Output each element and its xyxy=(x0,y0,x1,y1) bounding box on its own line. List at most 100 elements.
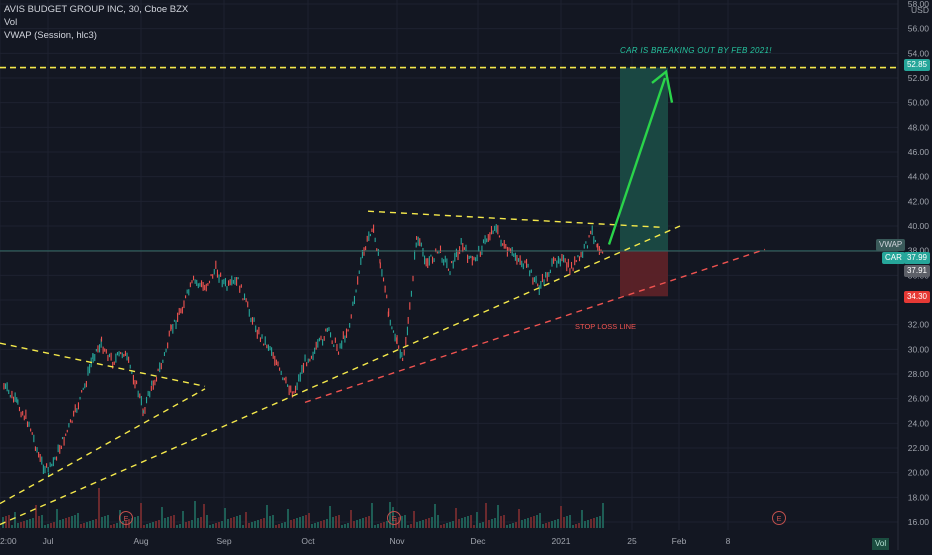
volume-bar xyxy=(245,512,247,528)
price-candle xyxy=(330,332,332,338)
volume-bar xyxy=(395,518,397,528)
price-candle xyxy=(202,281,204,291)
price-candle xyxy=(89,364,91,374)
earnings-marker-label: E xyxy=(123,514,128,523)
price-candle xyxy=(487,234,489,242)
price-candle xyxy=(61,436,64,440)
price-candle xyxy=(407,316,409,324)
price-candle xyxy=(155,376,158,382)
price-candle xyxy=(368,231,370,241)
price-candle xyxy=(263,343,265,346)
price-candle xyxy=(52,457,54,467)
volume-bar xyxy=(257,520,259,528)
volume-bar xyxy=(185,522,187,528)
volume-bar xyxy=(194,501,196,528)
price-candle xyxy=(394,333,396,342)
volume-indicator-label[interactable]: Vol xyxy=(4,17,18,28)
volume-bar xyxy=(35,505,37,528)
price-candle xyxy=(306,362,308,367)
price-candle xyxy=(427,258,429,269)
price-candle xyxy=(516,254,518,265)
price-candle xyxy=(462,243,464,253)
volume-bar xyxy=(260,519,262,528)
price-candle xyxy=(271,347,273,356)
price-candle xyxy=(484,235,486,245)
price-candle xyxy=(145,396,148,404)
price-candle xyxy=(12,396,15,403)
breakout-annotation[interactable]: CAR IS BREAKING OUT BY FEB 2021! xyxy=(620,46,772,55)
volume-bar xyxy=(101,517,103,528)
price-candle xyxy=(596,243,598,248)
price-candle xyxy=(337,351,340,355)
price-candle xyxy=(352,301,354,306)
volume-bar xyxy=(329,506,331,528)
price-candle xyxy=(508,247,510,251)
volume-bar xyxy=(26,520,28,528)
price-candle xyxy=(593,236,595,245)
price-candle xyxy=(191,280,193,284)
price-candle xyxy=(44,466,46,474)
volume-bar xyxy=(335,516,337,528)
price-candle xyxy=(521,260,523,268)
price-candle xyxy=(296,382,298,391)
price-candle xyxy=(349,323,351,328)
price-candle xyxy=(277,361,279,367)
price-candle xyxy=(482,239,485,244)
price-candle xyxy=(221,279,223,288)
price-candle xyxy=(188,289,190,296)
price-candle xyxy=(224,277,226,287)
price-candle xyxy=(97,345,99,353)
price-candle xyxy=(56,456,58,461)
stop-price-tag: 34.30 xyxy=(903,291,930,303)
price-candle xyxy=(556,260,558,268)
volume-bar xyxy=(32,518,34,528)
price-candle xyxy=(74,404,76,413)
y-tick-label: 20.00 xyxy=(908,468,930,478)
price-candle xyxy=(239,285,241,293)
volume-bar xyxy=(143,525,145,528)
volume-bar xyxy=(569,515,571,528)
price-candle xyxy=(132,374,134,385)
price-candle xyxy=(175,320,177,330)
volume-bar xyxy=(485,503,487,528)
vwap-indicator-label[interactable]: VWAP (Session, hlc3) xyxy=(4,30,97,41)
volume-bar xyxy=(428,518,430,528)
price-candle xyxy=(548,272,550,277)
price-candle xyxy=(602,251,604,254)
volume-bar xyxy=(116,523,118,528)
price-candle xyxy=(95,348,97,352)
volume-bar xyxy=(362,518,364,528)
price-candle xyxy=(583,243,585,249)
volume-bar xyxy=(449,522,451,528)
volume-bar xyxy=(560,506,562,528)
price-candle xyxy=(231,275,233,286)
price-candle xyxy=(307,358,309,363)
price-candle xyxy=(151,380,153,386)
price-candle xyxy=(4,383,7,389)
price-candle xyxy=(28,421,30,427)
price-candle xyxy=(172,323,174,334)
volume-bar xyxy=(68,517,70,528)
price-candle xyxy=(339,343,341,349)
price-candle xyxy=(381,269,383,277)
price-candle xyxy=(247,301,249,308)
price-candle xyxy=(414,250,416,260)
volume-bar xyxy=(113,524,115,528)
price-candle xyxy=(455,248,457,258)
symbol-title[interactable]: AVIS BUDGET GROUP INC, 30, Cboe BZX xyxy=(4,4,189,15)
price-candle xyxy=(591,225,593,235)
price-candle xyxy=(465,244,467,252)
price-candle xyxy=(69,419,72,423)
price-candle xyxy=(112,361,114,369)
price-candle xyxy=(66,429,68,433)
stop-loss-annotation[interactable]: STOP LOSS LINE xyxy=(575,322,636,331)
price-candle xyxy=(546,272,548,282)
price-candle xyxy=(441,257,443,263)
volume-bar xyxy=(14,512,16,528)
vwap-price-tag: 37.91 xyxy=(903,265,930,277)
price-candle xyxy=(68,423,70,428)
volume-bar xyxy=(563,517,565,528)
price-candle xyxy=(160,362,162,370)
